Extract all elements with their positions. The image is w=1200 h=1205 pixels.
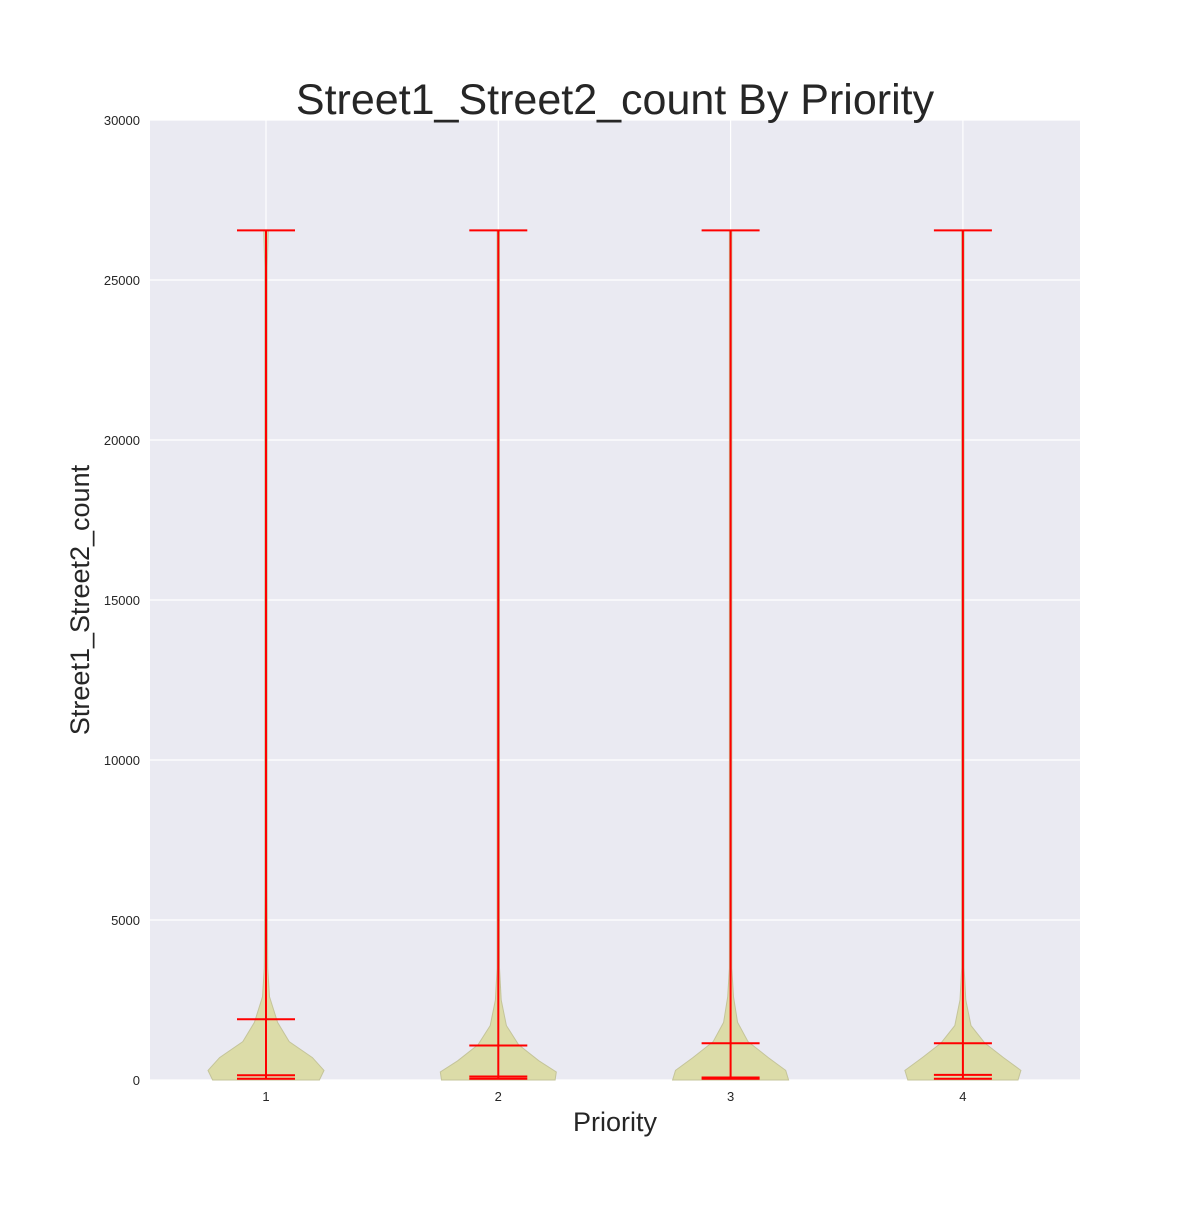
y-tick-label: 20000 <box>104 433 140 448</box>
y-tick-label: 15000 <box>104 593 140 608</box>
x-tick-label: 4 <box>959 1089 966 1104</box>
x-tick-label: 3 <box>727 1089 734 1104</box>
x-axis-label: Priority <box>573 1107 658 1137</box>
extrema-lines <box>237 229 992 1080</box>
y-tick-label: 30000 <box>104 113 140 128</box>
y-tick-label: 10000 <box>104 753 140 768</box>
x-tick-label: 2 <box>495 1089 502 1104</box>
y-tick-label: 5000 <box>111 913 140 928</box>
y-tick-label: 25000 <box>104 273 140 288</box>
tick-labels: 0 5000 10000 15000 20000 25000 30000 1 2 3 4 <box>104 113 967 1104</box>
chart-title: Street1_Street2_count By Priority <box>296 76 935 124</box>
y-axis-label: Street1_Street2_count <box>65 464 95 735</box>
x-tick-label: 1 <box>262 1089 269 1104</box>
y-tick-label: 0 <box>133 1073 140 1088</box>
